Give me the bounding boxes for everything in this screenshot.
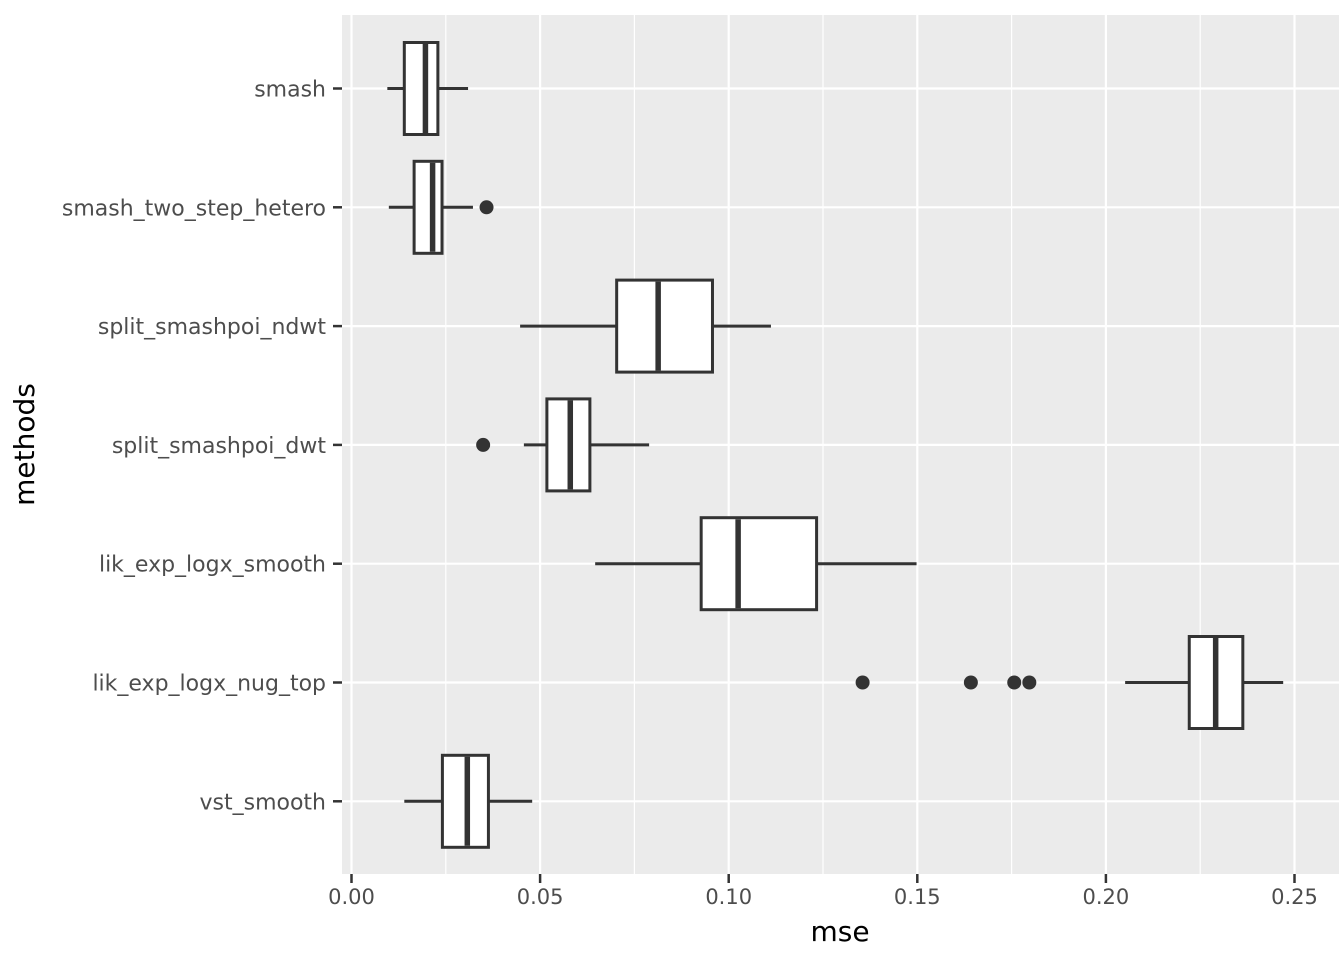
outlier-point bbox=[855, 675, 870, 690]
box-iqr bbox=[699, 516, 819, 612]
y-axis-title: methods bbox=[8, 383, 41, 506]
outlier-point bbox=[963, 675, 978, 690]
y-tick-label: smash bbox=[254, 78, 326, 103]
x-tick-label: 0.25 bbox=[1271, 885, 1318, 909]
y-tick-label: lik_exp_logx_smooth bbox=[99, 553, 326, 578]
y-tick-label: split_smashpoi_dwt bbox=[112, 434, 327, 459]
outlier-point bbox=[479, 200, 494, 215]
x-tick-label: 0.10 bbox=[705, 885, 752, 909]
x-tick-label: 0.15 bbox=[894, 885, 941, 909]
y-tick-label: vst_smooth bbox=[200, 790, 327, 815]
outlier-point bbox=[1022, 675, 1037, 690]
x-axis-title: mse bbox=[810, 915, 869, 948]
plot-area: smash smash_two_step_hetero split_smashpoi… bbox=[62, 15, 1339, 909]
y-tick-label: lik_exp_logx_nug_top bbox=[92, 672, 326, 697]
y-tick-label: smash_two_step_hetero bbox=[62, 196, 326, 221]
outlier-point bbox=[1007, 675, 1022, 690]
x-tick-label: 0.05 bbox=[517, 885, 564, 909]
box-iqr bbox=[615, 278, 714, 374]
x-tick-label: 0.20 bbox=[1083, 885, 1130, 909]
outlier-point bbox=[476, 437, 491, 452]
x-tick-label: 0.00 bbox=[328, 885, 375, 909]
box-iqr bbox=[412, 159, 444, 255]
y-tick-label: split_smashpoi_ndwt bbox=[98, 315, 326, 340]
box-iqr bbox=[402, 41, 440, 136]
